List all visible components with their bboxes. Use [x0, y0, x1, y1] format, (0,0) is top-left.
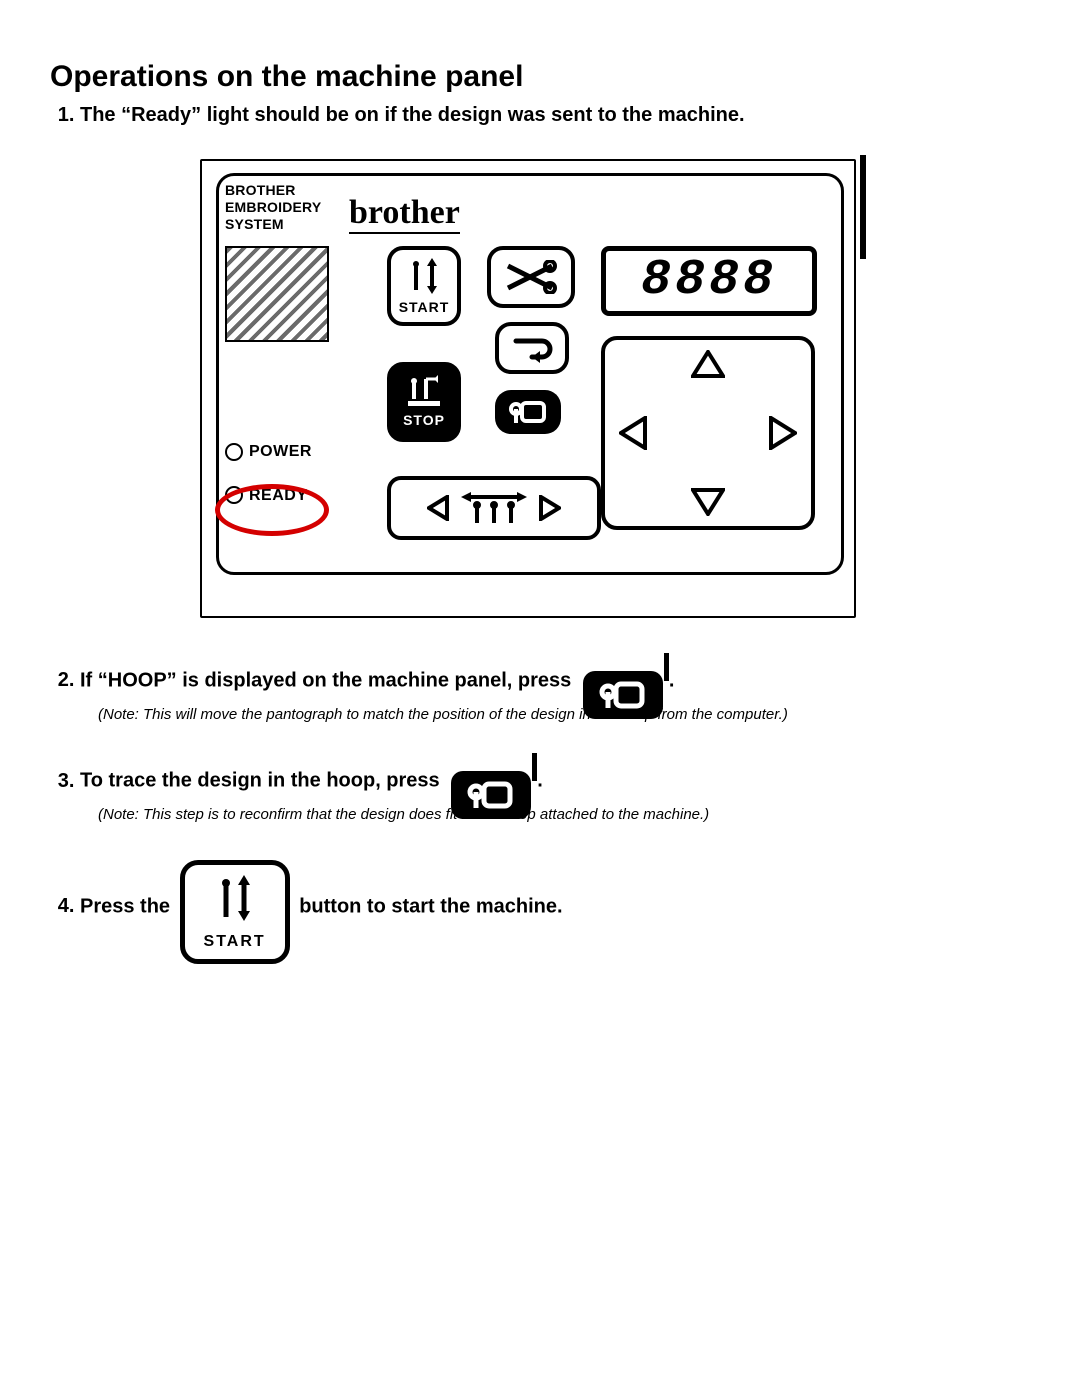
- thread-sample-icon: [225, 246, 329, 342]
- step-4: Press the START button to start the mach…: [80, 860, 1030, 954]
- step-2-note: (Note: This will move the pantograph to …: [98, 705, 1030, 725]
- thread-trim-button-icon: [487, 246, 575, 308]
- start-button-inline-icon: START: [180, 860, 290, 964]
- page: Operations on the machine panel The “Rea…: [0, 0, 1080, 1397]
- machine-panel-figure: BROTHER EMBROIDERY SYSTEM brother: [200, 159, 860, 619]
- arrow-right-icon: [767, 416, 797, 450]
- ready-led-icon: [225, 486, 243, 504]
- page-title: Operations on the machine panel: [50, 60, 1030, 94]
- direction-pad-icon: [601, 336, 815, 530]
- hoop-icon: [466, 778, 516, 812]
- step-3-note: (Note: This step is to reconfirm that th…: [98, 805, 1030, 825]
- panel-shadow: [860, 155, 866, 259]
- stop-button-icon: STOP: [387, 362, 461, 442]
- arrow-right-icon: [539, 495, 561, 521]
- period-2: .: [537, 770, 543, 792]
- hoop-button-icon: [495, 390, 561, 434]
- step-1: The “Ready” light should be on if the de…: [80, 102, 1030, 619]
- hoop-icon: [506, 397, 550, 427]
- panel-inner: BROTHER EMBROIDERY SYSTEM brother: [216, 173, 844, 575]
- power-label: POWER: [249, 441, 312, 463]
- start-label-inline: START: [185, 931, 285, 953]
- arrow-left-icon: [427, 495, 449, 521]
- stitch-nav-button-icon: [387, 476, 601, 540]
- hoop-icon: [598, 678, 648, 712]
- start-label: START: [399, 298, 450, 317]
- scissors-icon: [504, 260, 558, 294]
- step-3-text: To trace the design in the hoop, press: [80, 770, 440, 792]
- needle-stop-icon: [404, 375, 444, 409]
- period-1: .: [669, 669, 675, 691]
- loop-arrow-icon: [510, 333, 554, 363]
- power-led-icon: [225, 443, 243, 461]
- segment-display: 8888: [601, 246, 817, 316]
- ready-label: READY: [249, 485, 308, 507]
- arrow-down-icon: [691, 486, 725, 516]
- power-indicator: POWER: [225, 441, 365, 463]
- needle-updown-icon: [404, 256, 444, 296]
- brother-logo: brother: [349, 190, 460, 234]
- step-3: To trace the design in the hoop, press .…: [80, 759, 1030, 825]
- steps-list: The “Ready” light should be on if the de…: [80, 102, 1030, 954]
- step-4-text-b: button to start the machine.: [299, 895, 562, 917]
- ready-indicator: READY: [225, 485, 365, 507]
- brand-line-1: BROTHER: [225, 182, 337, 199]
- hoop-button-inline-icon: [451, 759, 535, 819]
- stop-label: STOP: [403, 411, 445, 430]
- step-4-text-a: Press the: [80, 895, 170, 917]
- arrow-left-icon: [619, 416, 649, 450]
- brand-line-2: EMBROIDERY: [225, 199, 337, 216]
- hoop-button-inline-icon: [583, 659, 667, 719]
- stitches-icon: [459, 489, 529, 527]
- check-loop-button-icon: [495, 322, 569, 374]
- status-lights: POWER READY: [225, 441, 365, 528]
- start-button-icon: START: [387, 246, 461, 326]
- step-2: If “HOOP” is displayed on the machine pa…: [80, 659, 1030, 725]
- brand-line-3: SYSTEM: [225, 216, 337, 233]
- step-1-text: The “Ready” light should be on if the de…: [80, 104, 745, 126]
- brand-box: BROTHER EMBROIDERY SYSTEM: [225, 182, 337, 232]
- step-2-text: If “HOOP” is displayed on the machine pa…: [80, 669, 571, 691]
- needle-updown-icon: [212, 873, 258, 923]
- arrow-up-icon: [691, 350, 725, 380]
